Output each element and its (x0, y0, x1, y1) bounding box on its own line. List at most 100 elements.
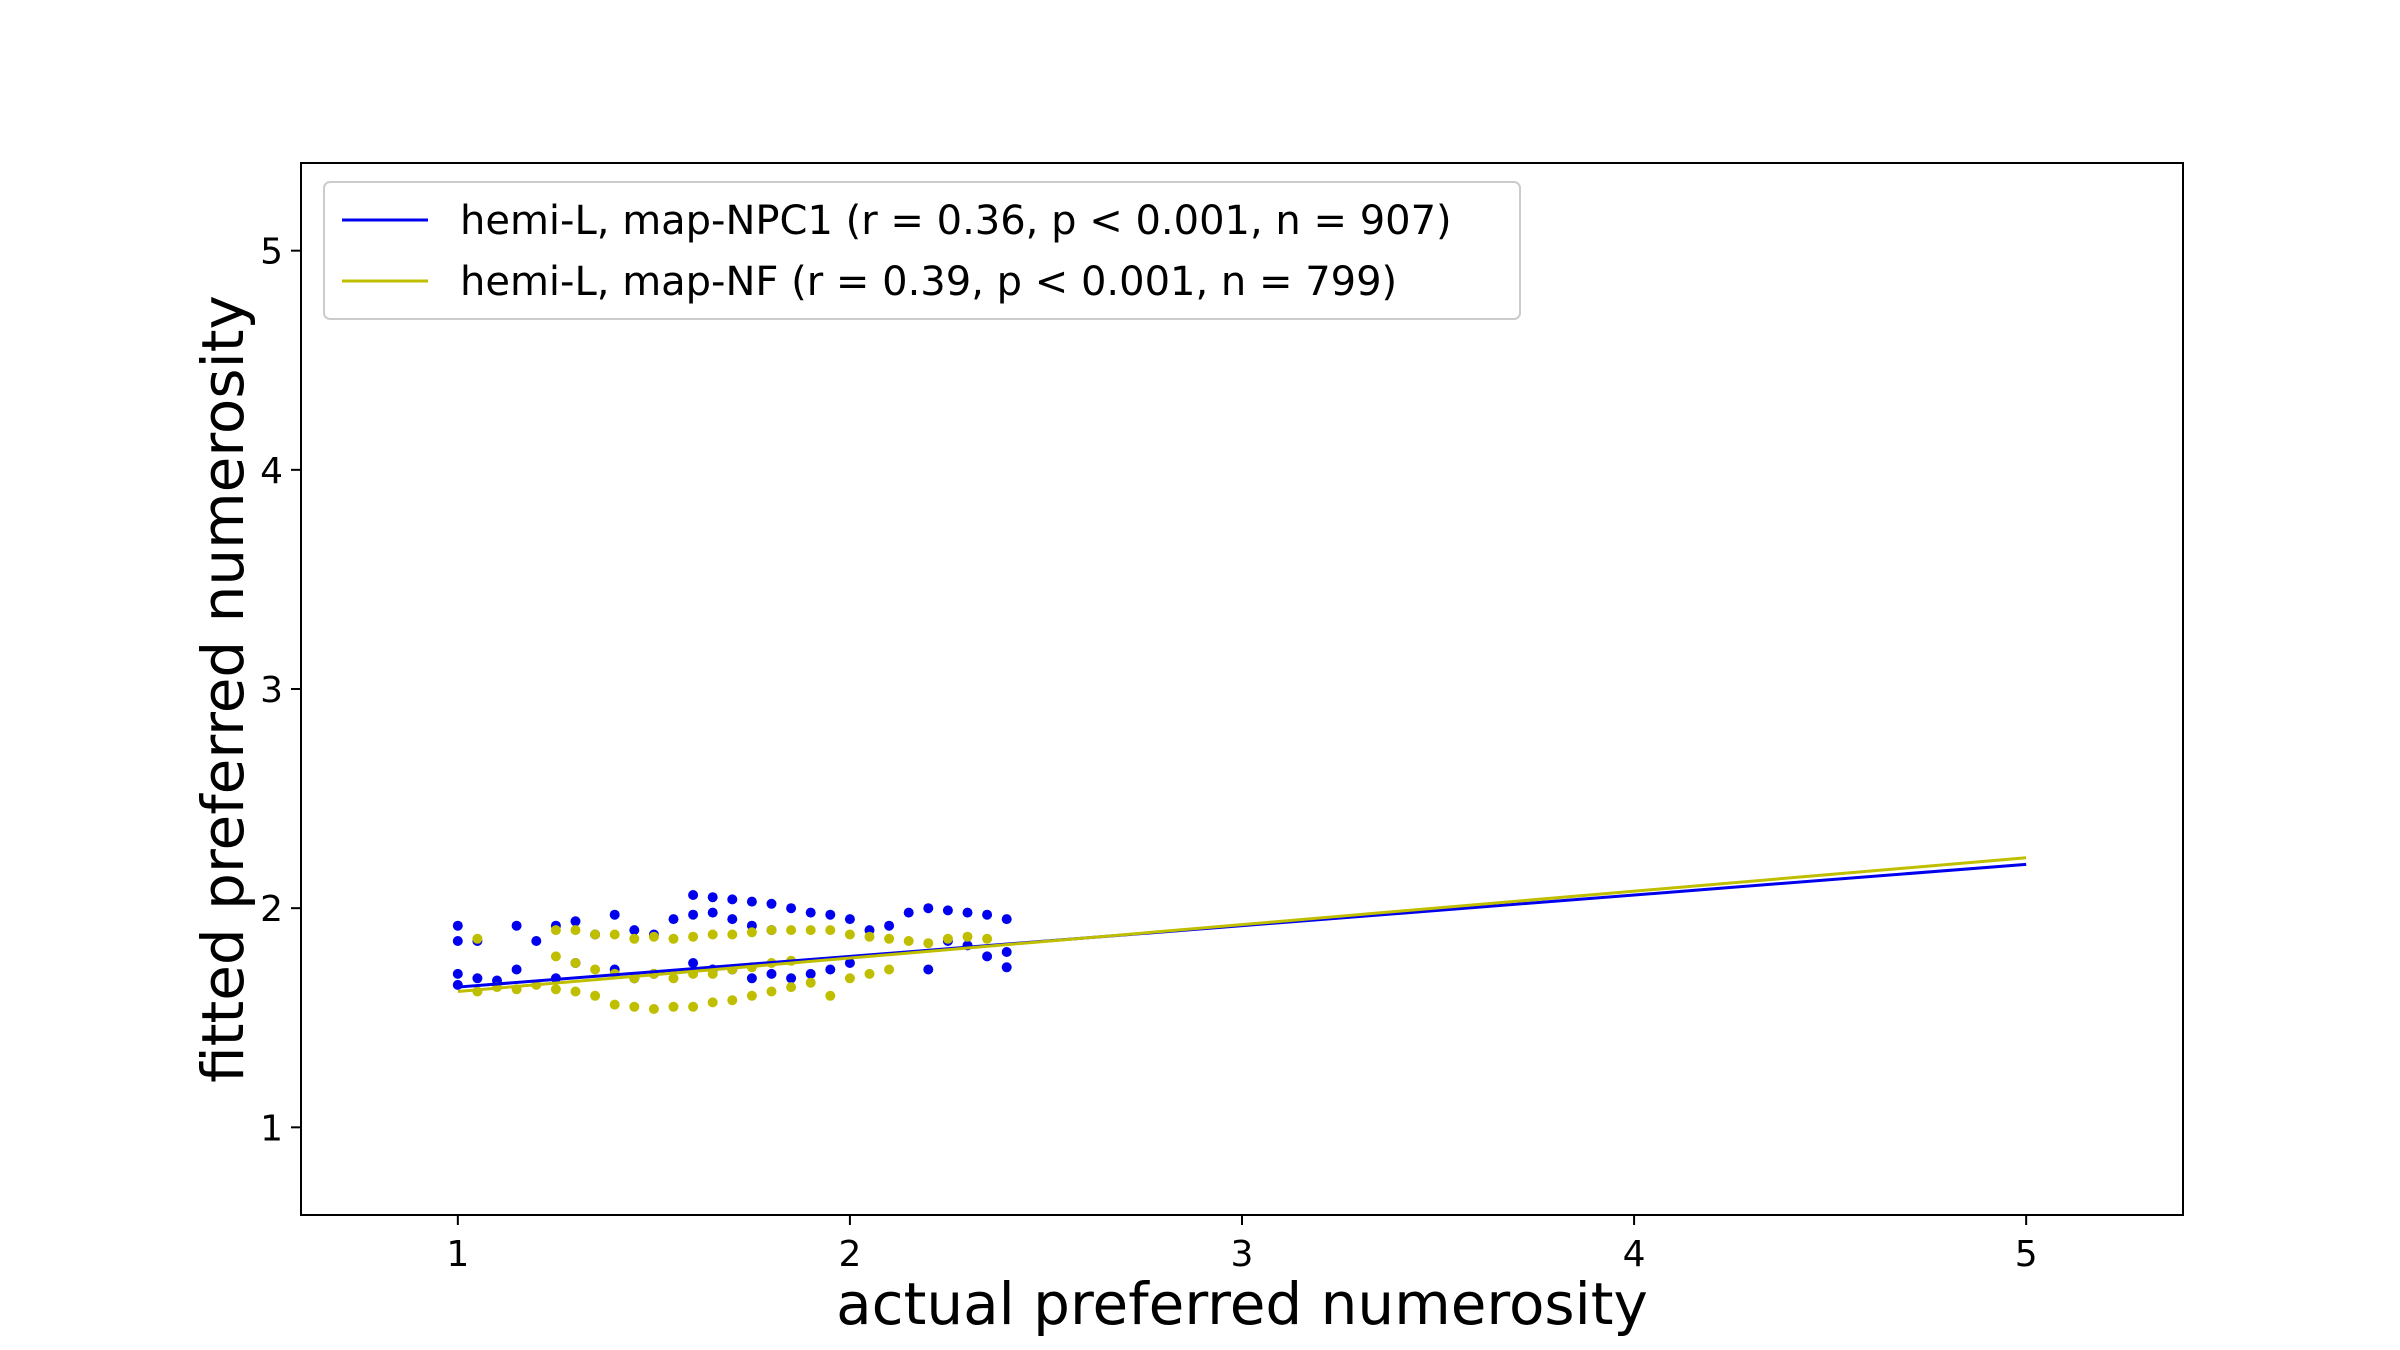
x-tick-label: 1 (446, 1234, 469, 1275)
series-2-points (472, 925, 993, 1014)
data-point (844, 973, 855, 984)
data-point (570, 986, 581, 997)
series-2-fit-line (457, 856, 2027, 993)
x-axis: 1 2 3 4 5 (446, 1215, 2038, 1275)
data-point (629, 925, 640, 936)
data-point (805, 907, 816, 918)
data-point (452, 936, 463, 946)
data-point (629, 933, 640, 944)
data-point (570, 916, 581, 927)
data-point (452, 968, 463, 979)
data-point (805, 968, 816, 979)
data-point (844, 914, 855, 925)
data-point (550, 984, 561, 995)
data-point (844, 958, 855, 968)
data-point (727, 914, 738, 925)
data-point (805, 977, 816, 988)
data-point (766, 898, 777, 909)
x-tick-label: 2 (838, 1234, 861, 1275)
data-point (766, 968, 777, 979)
data-point (923, 938, 934, 949)
fit-line-layer (457, 856, 2027, 993)
legend: hemi-L, map-NPC1 (r = 0.36, p < 0.001, n… (323, 181, 1521, 320)
data-point (884, 964, 895, 975)
data-point (707, 997, 718, 1008)
legend-label: hemi-L, map-NF (r = 0.39, p < 0.001, n =… (460, 259, 1397, 305)
data-point (668, 914, 679, 925)
y-tick-label: 5 (260, 232, 283, 273)
data-point (942, 933, 953, 944)
data-point (609, 999, 620, 1010)
data-point (707, 929, 718, 940)
data-point (746, 990, 757, 1001)
data-point (903, 907, 914, 918)
data-point (472, 933, 483, 944)
data-point (786, 903, 797, 914)
data-point (746, 973, 757, 984)
data-point (982, 933, 993, 944)
y-tick-label: 2 (260, 889, 283, 930)
data-point (982, 909, 993, 920)
series-layer (452, 890, 1012, 1014)
x-tick-label: 5 (2015, 1234, 2038, 1275)
data-point (688, 909, 699, 920)
legend-label: hemi-L, map-NPC1 (r = 0.36, p < 0.001, n… (460, 198, 1452, 244)
y-tick-label: 1 (260, 1108, 283, 1149)
data-point (1001, 914, 1012, 925)
data-point (648, 1004, 659, 1014)
data-point (903, 936, 914, 946)
data-point (1001, 962, 1012, 973)
data-point (707, 892, 718, 903)
data-point (590, 990, 601, 1001)
data-point (511, 964, 522, 975)
data-point (864, 968, 875, 979)
data-point (688, 1001, 699, 1012)
data-point (766, 925, 777, 936)
data-point (825, 964, 836, 975)
data-point (746, 927, 757, 938)
data-point (864, 931, 875, 942)
data-point (766, 986, 777, 997)
legend-frame (323, 181, 1521, 320)
x-tick-label: 3 (1231, 1234, 1254, 1275)
data-point (688, 931, 699, 942)
data-point (942, 905, 953, 916)
data-point (609, 909, 620, 920)
data-point (511, 920, 522, 931)
data-point (1001, 947, 1012, 957)
data-point (825, 925, 836, 936)
data-point (707, 907, 718, 918)
data-point (982, 951, 993, 962)
data-point (668, 1001, 679, 1012)
data-point (825, 909, 836, 920)
data-point (531, 936, 542, 946)
y-axis-label: fitted preferred numerosity (189, 295, 257, 1083)
x-tick-label: 4 (1623, 1234, 1646, 1275)
data-point (688, 958, 699, 968)
data-point (786, 973, 797, 984)
data-point (550, 925, 561, 936)
data-point (962, 907, 973, 918)
data-point (727, 995, 738, 1006)
data-point (923, 964, 934, 975)
x-axis-label: actual preferred numerosity (836, 1270, 1648, 1338)
data-point (590, 964, 601, 975)
data-point (668, 973, 679, 984)
data-point (590, 929, 601, 940)
data-point (452, 920, 463, 931)
data-point (452, 979, 463, 990)
y-axis: 1 2 3 4 5 (260, 232, 301, 1149)
data-point (786, 925, 797, 936)
data-point (825, 990, 836, 1001)
data-point (786, 982, 797, 993)
data-point (962, 931, 973, 942)
data-point (550, 951, 561, 962)
data-point (884, 920, 895, 931)
data-point (727, 894, 738, 905)
data-point (688, 890, 699, 900)
data-point (727, 929, 738, 940)
data-point (648, 931, 659, 942)
data-point (844, 929, 855, 940)
data-point (923, 903, 934, 914)
